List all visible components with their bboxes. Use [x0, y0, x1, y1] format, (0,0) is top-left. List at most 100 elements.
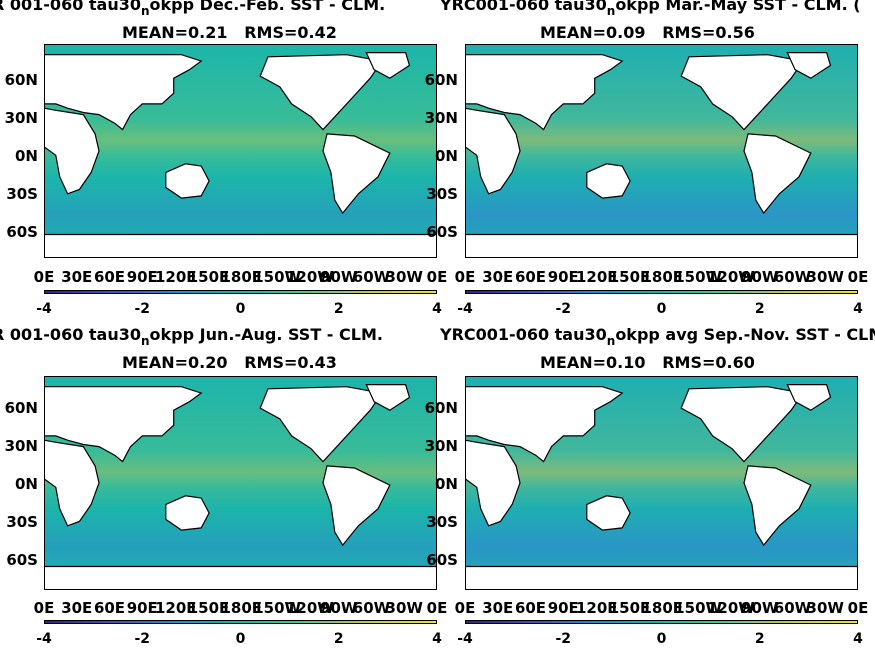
lat-tick-label: 60N [424, 399, 458, 417]
lon-tick-label: 30E [482, 599, 514, 617]
landmass [743, 133, 812, 215]
lat-tick-label: 30S [426, 513, 458, 531]
landmass [465, 54, 624, 131]
landmass [465, 565, 858, 590]
panel-stats: MEAN=0.09 RMS=0.56 [540, 24, 755, 42]
lon-tick-label: 60E [514, 599, 547, 617]
colorbar-tick-label: -2 [134, 301, 151, 317]
stats-gap [228, 23, 245, 42]
lon-tick-label: 0E [426, 268, 448, 286]
colorbar-tick-label: 4 [432, 631, 442, 647]
colorbar-tick-label: -4 [457, 301, 473, 317]
title-subscript: n [141, 4, 150, 18]
landmass [465, 107, 521, 195]
title-text: okpp Dec.-Feb. SST - CLM. [149, 0, 386, 14]
title-subscript: n [141, 334, 150, 348]
landmass [165, 495, 210, 531]
colorbar-tick-label: -4 [457, 631, 473, 647]
colorbar-tick-label: -2 [134, 631, 151, 647]
lon-tick-label: 60E [514, 268, 547, 286]
lat-tick-label: 30N [4, 109, 38, 127]
lon-tick-label: 120W [286, 268, 334, 286]
landmass [322, 465, 391, 547]
lon-tick-label: 0E [847, 268, 869, 286]
lat-tick-label: 30S [426, 185, 458, 203]
stats-gap [646, 23, 663, 42]
landmass [465, 233, 858, 258]
mean-value: MEAN=0.09 [540, 23, 646, 42]
landmass [786, 52, 832, 79]
title-subscript: n [606, 4, 616, 18]
rms-value: RMS=0.43 [244, 353, 337, 372]
colorbar-tick-label: 0 [235, 301, 246, 317]
lat-tick-label: 30S [6, 513, 38, 531]
panel-title: R 001-060 tau30nokpp Dec.-Feb. SST - CLM… [0, 0, 385, 20]
lat-tick-label: 30N [424, 109, 458, 127]
lat-tick-label: 60S [6, 223, 38, 241]
title-text: R 001-060 tau30 [0, 0, 141, 14]
lat-tick-label: 30S [6, 185, 38, 203]
lat-tick-label: 60N [424, 71, 458, 89]
lon-tick-label: 90E [547, 268, 579, 286]
title-subscript: n [606, 334, 616, 348]
lon-tick-label: 150W [674, 599, 723, 617]
landmass [322, 133, 391, 215]
lat-tick-label: 60N [4, 71, 38, 89]
lat-tick-label: 30N [424, 437, 458, 455]
title-text: YRC001-060 tau30 [440, 0, 607, 14]
lon-tick-label: 180E [220, 599, 263, 617]
lon-tick-label: 90E [126, 599, 158, 617]
colorbar-tick-label: 2 [754, 631, 765, 647]
stats-gap [228, 353, 245, 372]
lon-tick-label: 120E [155, 599, 197, 617]
colorbar-tick-label: -4 [36, 631, 52, 647]
panel-stats: MEAN=0.20 RMS=0.43 [122, 354, 337, 372]
colorbar-tick-label: 2 [333, 631, 344, 647]
landmass [586, 163, 631, 199]
sst-map [44, 44, 437, 258]
lon-tick-label: 60W [773, 599, 812, 617]
lat-tick-label: 30N [4, 437, 38, 455]
lon-tick-label: 180E [220, 268, 263, 286]
lon-tick-label: 30W [806, 268, 844, 286]
landmass [465, 439, 521, 527]
rms-value: RMS=0.56 [662, 23, 755, 42]
lon-tick-label: 30W [806, 599, 844, 617]
colorbar-tick-label: 0 [235, 631, 246, 647]
lon-tick-label: 0E [426, 599, 448, 617]
landmass [44, 439, 100, 527]
lon-tick-label: 30W [385, 599, 423, 617]
mean-value: MEAN=0.10 [540, 353, 646, 372]
lon-tick-label: 180E [641, 268, 684, 286]
colorbar-tick-label: -2 [555, 631, 572, 647]
lat-tick-label: 0N [15, 475, 38, 493]
title-text: YRC001-060 tau30 [440, 325, 607, 344]
map-frame [465, 44, 858, 258]
lon-tick-label: 0E [454, 268, 476, 286]
lon-tick-label: 150E [187, 268, 230, 286]
rms-value: RMS=0.60 [662, 353, 755, 372]
lat-tick-label: 0N [15, 147, 38, 165]
panel-title: R 001-060 tau30nokpp Jun.-Aug. SST - CLM… [0, 326, 383, 350]
lon-tick-label: 90E [126, 268, 158, 286]
panel-stats: MEAN=0.10 RMS=0.60 [540, 354, 755, 372]
lon-tick-label: 180E [641, 599, 684, 617]
lon-tick-label: 150W [253, 268, 302, 286]
sst-map [465, 376, 858, 590]
lon-tick-label: 150E [608, 268, 651, 286]
colorbar [44, 290, 437, 294]
lat-tick-label: 60N [4, 399, 38, 417]
lon-tick-label: 120W [707, 268, 755, 286]
title-text: R 001-060 tau30 [0, 325, 141, 344]
lon-tick-label: 0E [847, 599, 869, 617]
lon-tick-label: 60W [352, 599, 391, 617]
rms-value: RMS=0.42 [244, 23, 337, 42]
lon-tick-label: 150E [187, 599, 230, 617]
lon-tick-label: 30E [61, 599, 93, 617]
lon-tick-label: 0E [33, 599, 55, 617]
sst-map [465, 44, 858, 258]
map-frame [44, 44, 437, 258]
landmass [165, 163, 210, 199]
lon-tick-label: 30W [385, 268, 423, 286]
